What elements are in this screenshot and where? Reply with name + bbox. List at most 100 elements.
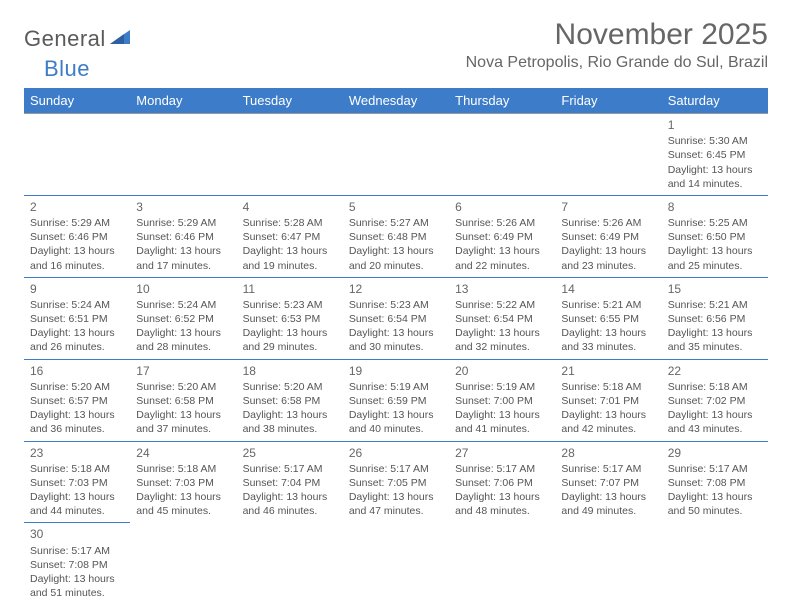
day-detail: and 33 minutes. xyxy=(561,340,655,354)
logo-text-general: General xyxy=(24,26,106,52)
calendar-day-cell xyxy=(449,523,555,604)
weekday-header: Saturday xyxy=(662,88,768,114)
day-detail: Sunrise: 5:18 AM xyxy=(136,462,230,476)
day-detail: Daylight: 13 hours xyxy=(30,326,124,340)
day-detail: Sunrise: 5:20 AM xyxy=(243,380,337,394)
day-number: 10 xyxy=(136,281,230,297)
calendar-day-cell: 19Sunrise: 5:19 AMSunset: 6:59 PMDayligh… xyxy=(343,359,449,441)
day-detail: Daylight: 13 hours xyxy=(455,490,549,504)
day-detail: and 16 minutes. xyxy=(30,259,124,273)
calendar-day-cell xyxy=(237,114,343,196)
day-detail: Sunset: 6:52 PM xyxy=(136,312,230,326)
day-number: 7 xyxy=(561,199,655,215)
day-detail: Daylight: 13 hours xyxy=(668,163,762,177)
day-detail: Sunrise: 5:22 AM xyxy=(455,298,549,312)
day-detail: and 25 minutes. xyxy=(668,259,762,273)
day-detail: Daylight: 13 hours xyxy=(561,244,655,258)
day-number: 11 xyxy=(243,281,337,297)
day-detail: Sunrise: 5:17 AM xyxy=(243,462,337,476)
weekday-header: Sunday xyxy=(24,88,130,114)
day-detail: Sunrise: 5:23 AM xyxy=(349,298,443,312)
calendar-body: 1Sunrise: 5:30 AMSunset: 6:45 PMDaylight… xyxy=(24,114,768,605)
day-detail: and 42 minutes. xyxy=(561,422,655,436)
calendar-day-cell xyxy=(130,523,236,604)
day-detail: and 20 minutes. xyxy=(349,259,443,273)
logo-sail-icon xyxy=(110,28,132,51)
calendar-day-cell: 22Sunrise: 5:18 AMSunset: 7:02 PMDayligh… xyxy=(662,359,768,441)
calendar-day-cell: 30Sunrise: 5:17 AMSunset: 7:08 PMDayligh… xyxy=(24,523,130,604)
day-detail: Daylight: 13 hours xyxy=(349,490,443,504)
day-number: 13 xyxy=(455,281,549,297)
weekday-header: Thursday xyxy=(449,88,555,114)
day-detail: and 19 minutes. xyxy=(243,259,337,273)
day-detail: Sunrise: 5:18 AM xyxy=(668,380,762,394)
day-detail: and 32 minutes. xyxy=(455,340,549,354)
day-detail: Sunrise: 5:17 AM xyxy=(455,462,549,476)
day-detail: Sunset: 6:50 PM xyxy=(668,230,762,244)
calendar-day-cell: 8Sunrise: 5:25 AMSunset: 6:50 PMDaylight… xyxy=(662,195,768,277)
day-detail: Sunrise: 5:24 AM xyxy=(136,298,230,312)
calendar-day-cell xyxy=(555,523,661,604)
day-detail: Sunrise: 5:24 AM xyxy=(30,298,124,312)
day-detail: Sunset: 6:59 PM xyxy=(349,394,443,408)
day-number: 4 xyxy=(243,199,337,215)
calendar-day-cell: 24Sunrise: 5:18 AMSunset: 7:03 PMDayligh… xyxy=(130,441,236,523)
day-detail: and 48 minutes. xyxy=(455,504,549,518)
day-detail: Daylight: 13 hours xyxy=(561,408,655,422)
day-detail: Daylight: 13 hours xyxy=(349,408,443,422)
day-detail: Sunset: 6:53 PM xyxy=(243,312,337,326)
day-detail: and 44 minutes. xyxy=(30,504,124,518)
calendar-day-cell: 17Sunrise: 5:20 AMSunset: 6:58 PMDayligh… xyxy=(130,359,236,441)
day-detail: Daylight: 13 hours xyxy=(30,244,124,258)
day-number: 1 xyxy=(668,117,762,133)
day-detail: Sunset: 6:58 PM xyxy=(136,394,230,408)
day-number: 28 xyxy=(561,445,655,461)
day-detail: Sunrise: 5:25 AM xyxy=(668,216,762,230)
day-detail: Daylight: 13 hours xyxy=(668,244,762,258)
day-detail: and 35 minutes. xyxy=(668,340,762,354)
day-detail: and 47 minutes. xyxy=(349,504,443,518)
day-detail: Sunrise: 5:17 AM xyxy=(349,462,443,476)
calendar-day-cell: 20Sunrise: 5:19 AMSunset: 7:00 PMDayligh… xyxy=(449,359,555,441)
calendar-day-cell xyxy=(555,114,661,196)
day-detail: Daylight: 13 hours xyxy=(136,244,230,258)
day-detail: and 50 minutes. xyxy=(668,504,762,518)
day-detail: Sunset: 7:04 PM xyxy=(243,476,337,490)
day-detail: and 51 minutes. xyxy=(30,586,124,600)
day-detail: and 46 minutes. xyxy=(243,504,337,518)
day-detail: Sunset: 7:03 PM xyxy=(30,476,124,490)
day-number: 6 xyxy=(455,199,549,215)
day-number: 24 xyxy=(136,445,230,461)
calendar-day-cell: 5Sunrise: 5:27 AMSunset: 6:48 PMDaylight… xyxy=(343,195,449,277)
calendar-day-cell: 7Sunrise: 5:26 AMSunset: 6:49 PMDaylight… xyxy=(555,195,661,277)
day-detail: Sunset: 6:46 PM xyxy=(136,230,230,244)
calendar-day-cell xyxy=(130,114,236,196)
day-detail: Sunrise: 5:27 AM xyxy=(349,216,443,230)
calendar-day-cell xyxy=(662,523,768,604)
day-number: 29 xyxy=(668,445,762,461)
day-detail: and 23 minutes. xyxy=(561,259,655,273)
calendar-day-cell: 16Sunrise: 5:20 AMSunset: 6:57 PMDayligh… xyxy=(24,359,130,441)
calendar-day-cell: 25Sunrise: 5:17 AMSunset: 7:04 PMDayligh… xyxy=(237,441,343,523)
day-number: 8 xyxy=(668,199,762,215)
day-number: 12 xyxy=(349,281,443,297)
day-detail: Sunset: 7:01 PM xyxy=(561,394,655,408)
day-detail: Sunrise: 5:18 AM xyxy=(30,462,124,476)
day-detail: Daylight: 13 hours xyxy=(455,244,549,258)
day-detail: and 28 minutes. xyxy=(136,340,230,354)
day-detail: Daylight: 13 hours xyxy=(30,572,124,586)
day-detail: Sunset: 7:02 PM xyxy=(668,394,762,408)
calendar-day-cell: 18Sunrise: 5:20 AMSunset: 6:58 PMDayligh… xyxy=(237,359,343,441)
day-number: 19 xyxy=(349,363,443,379)
day-number: 18 xyxy=(243,363,337,379)
calendar-day-cell: 9Sunrise: 5:24 AMSunset: 6:51 PMDaylight… xyxy=(24,277,130,359)
day-detail: Sunrise: 5:17 AM xyxy=(30,544,124,558)
logo: General xyxy=(24,26,134,52)
day-detail: Sunrise: 5:17 AM xyxy=(668,462,762,476)
day-detail: Sunrise: 5:29 AM xyxy=(30,216,124,230)
calendar-day-cell: 28Sunrise: 5:17 AMSunset: 7:07 PMDayligh… xyxy=(555,441,661,523)
day-detail: and 40 minutes. xyxy=(349,422,443,436)
calendar-week-row: 30Sunrise: 5:17 AMSunset: 7:08 PMDayligh… xyxy=(24,523,768,604)
weekday-header-row: SundayMondayTuesdayWednesdayThursdayFrid… xyxy=(24,88,768,114)
calendar-day-cell: 6Sunrise: 5:26 AMSunset: 6:49 PMDaylight… xyxy=(449,195,555,277)
